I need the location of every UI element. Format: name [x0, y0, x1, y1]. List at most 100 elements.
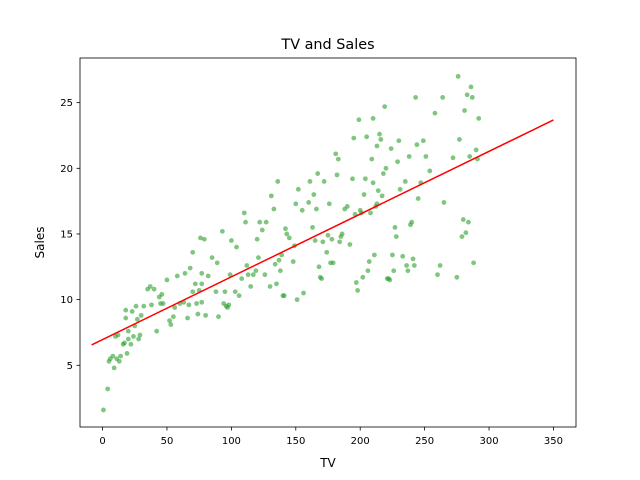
data-point: [361, 192, 367, 197]
data-point: [299, 207, 305, 213]
data-point: [381, 171, 386, 176]
data-point: [281, 293, 287, 299]
data-point: [410, 256, 416, 262]
data-point: [294, 297, 300, 303]
x-tick-label: 100: [222, 436, 241, 447]
data-point: [257, 219, 263, 225]
data-point: [315, 171, 321, 176]
data-point: [454, 274, 460, 280]
data-point: [256, 255, 261, 260]
data-point: [209, 255, 215, 260]
x-tick-label: 250: [415, 436, 434, 447]
data-point: [400, 253, 406, 259]
data-point: [274, 281, 279, 287]
data-point: [232, 289, 238, 295]
data-point: [254, 236, 260, 242]
data-point: [268, 193, 274, 199]
data-point: [293, 201, 299, 207]
data-point: [415, 196, 421, 201]
data-point: [432, 110, 438, 116]
data-point: [310, 225, 315, 230]
data-point: [413, 95, 419, 100]
data-point: [353, 280, 359, 285]
data-point: [466, 219, 471, 225]
data-point: [311, 192, 317, 197]
data-point: [437, 263, 443, 268]
data-point: [325, 232, 331, 238]
data-point: [404, 263, 409, 268]
data-point: [105, 386, 111, 392]
data-point: [391, 268, 397, 274]
data-point: [141, 303, 147, 309]
data-point: [335, 156, 341, 162]
data-point: [190, 249, 196, 255]
data-point: [377, 131, 382, 137]
data-point: [168, 322, 174, 327]
data-point: [374, 143, 380, 149]
data-point: [307, 179, 313, 184]
data-point: [320, 239, 326, 245]
data-point: [390, 252, 395, 258]
data-point: [241, 210, 247, 216]
data-point: [195, 311, 201, 317]
data-point: [228, 238, 234, 243]
x-axis-label: TV: [319, 456, 336, 470]
data-point: [136, 336, 142, 342]
data-point: [129, 309, 135, 314]
data-point: [457, 137, 462, 142]
data-point: [469, 95, 475, 100]
data-point: [125, 336, 131, 342]
data-point: [201, 236, 207, 242]
data-point: [244, 263, 250, 268]
data-point: [213, 289, 219, 295]
data-point: [420, 138, 426, 144]
data-point: [203, 312, 209, 318]
data-point: [427, 168, 433, 174]
data-point: [262, 272, 268, 278]
data-point: [118, 353, 123, 359]
y-axis-label: Sales: [33, 227, 47, 259]
data-point: [329, 236, 335, 242]
data-point: [133, 303, 139, 309]
data-point: [116, 358, 122, 364]
data-point: [216, 314, 221, 320]
data-point: [267, 284, 273, 289]
data-point: [151, 286, 157, 292]
data-point: [364, 134, 370, 140]
x-tick-label: 150: [286, 436, 305, 447]
data-point: [159, 291, 165, 297]
data-point: [182, 270, 188, 276]
data-point: [283, 226, 288, 232]
data-point: [286, 235, 292, 241]
data-point: [101, 407, 106, 413]
data-point: [205, 273, 211, 279]
data-point: [396, 138, 402, 144]
data-point: [378, 137, 384, 142]
data-point: [459, 234, 465, 239]
data-point: [134, 316, 140, 322]
data-point: [462, 108, 467, 113]
data-point: [227, 272, 233, 278]
data-point: [464, 92, 470, 98]
data-point: [172, 305, 178, 310]
data-point: [350, 176, 355, 182]
data-point: [337, 239, 342, 245]
data-point: [154, 328, 160, 334]
x-tick-label: 50: [161, 436, 174, 447]
data-point: [186, 302, 192, 308]
data-point: [476, 116, 482, 121]
data-point: [160, 301, 166, 306]
x-tick-label: 0: [99, 436, 105, 447]
data-point: [290, 259, 296, 264]
data-point: [250, 272, 256, 278]
data-point: [111, 365, 117, 371]
data-point: [263, 219, 269, 225]
data-point: [122, 340, 127, 346]
data-point: [339, 231, 345, 237]
data-point: [321, 179, 327, 184]
data-point: [138, 312, 144, 318]
data-point: [387, 277, 393, 283]
data-point: [272, 261, 278, 267]
data-point: [397, 186, 403, 192]
